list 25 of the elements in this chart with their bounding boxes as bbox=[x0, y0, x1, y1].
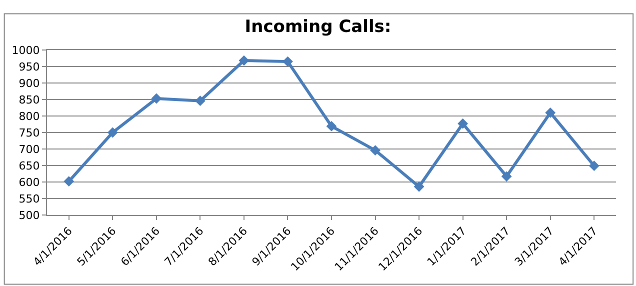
point bbox=[370, 145, 380, 156]
point bbox=[414, 181, 424, 192]
y-tick-label: 800 bbox=[18, 110, 40, 123]
point bbox=[107, 127, 118, 138]
y-tick-label: 900 bbox=[18, 76, 40, 90]
point bbox=[151, 93, 162, 104]
point bbox=[588, 160, 600, 172]
y-tick-label: 650 bbox=[18, 159, 40, 172]
point bbox=[501, 171, 512, 182]
y-tick-label: 600 bbox=[18, 176, 40, 189]
y-tick-label: 550 bbox=[18, 192, 40, 206]
y-tick-label: 500 bbox=[18, 208, 40, 222]
point bbox=[326, 121, 337, 132]
point bbox=[194, 96, 206, 106]
y-tick-label: 1000 bbox=[12, 44, 40, 57]
point bbox=[64, 176, 74, 187]
point bbox=[282, 56, 293, 67]
y-tick-label: 950 bbox=[18, 60, 40, 74]
chart-title: Incoming Calls: bbox=[244, 16, 392, 37]
y-tick-label: 850 bbox=[18, 93, 40, 106]
point bbox=[458, 118, 468, 129]
point bbox=[238, 55, 250, 66]
point bbox=[545, 108, 556, 118]
y-tick-label: 700 bbox=[18, 142, 40, 156]
y-tick-label: 750 bbox=[18, 126, 40, 140]
